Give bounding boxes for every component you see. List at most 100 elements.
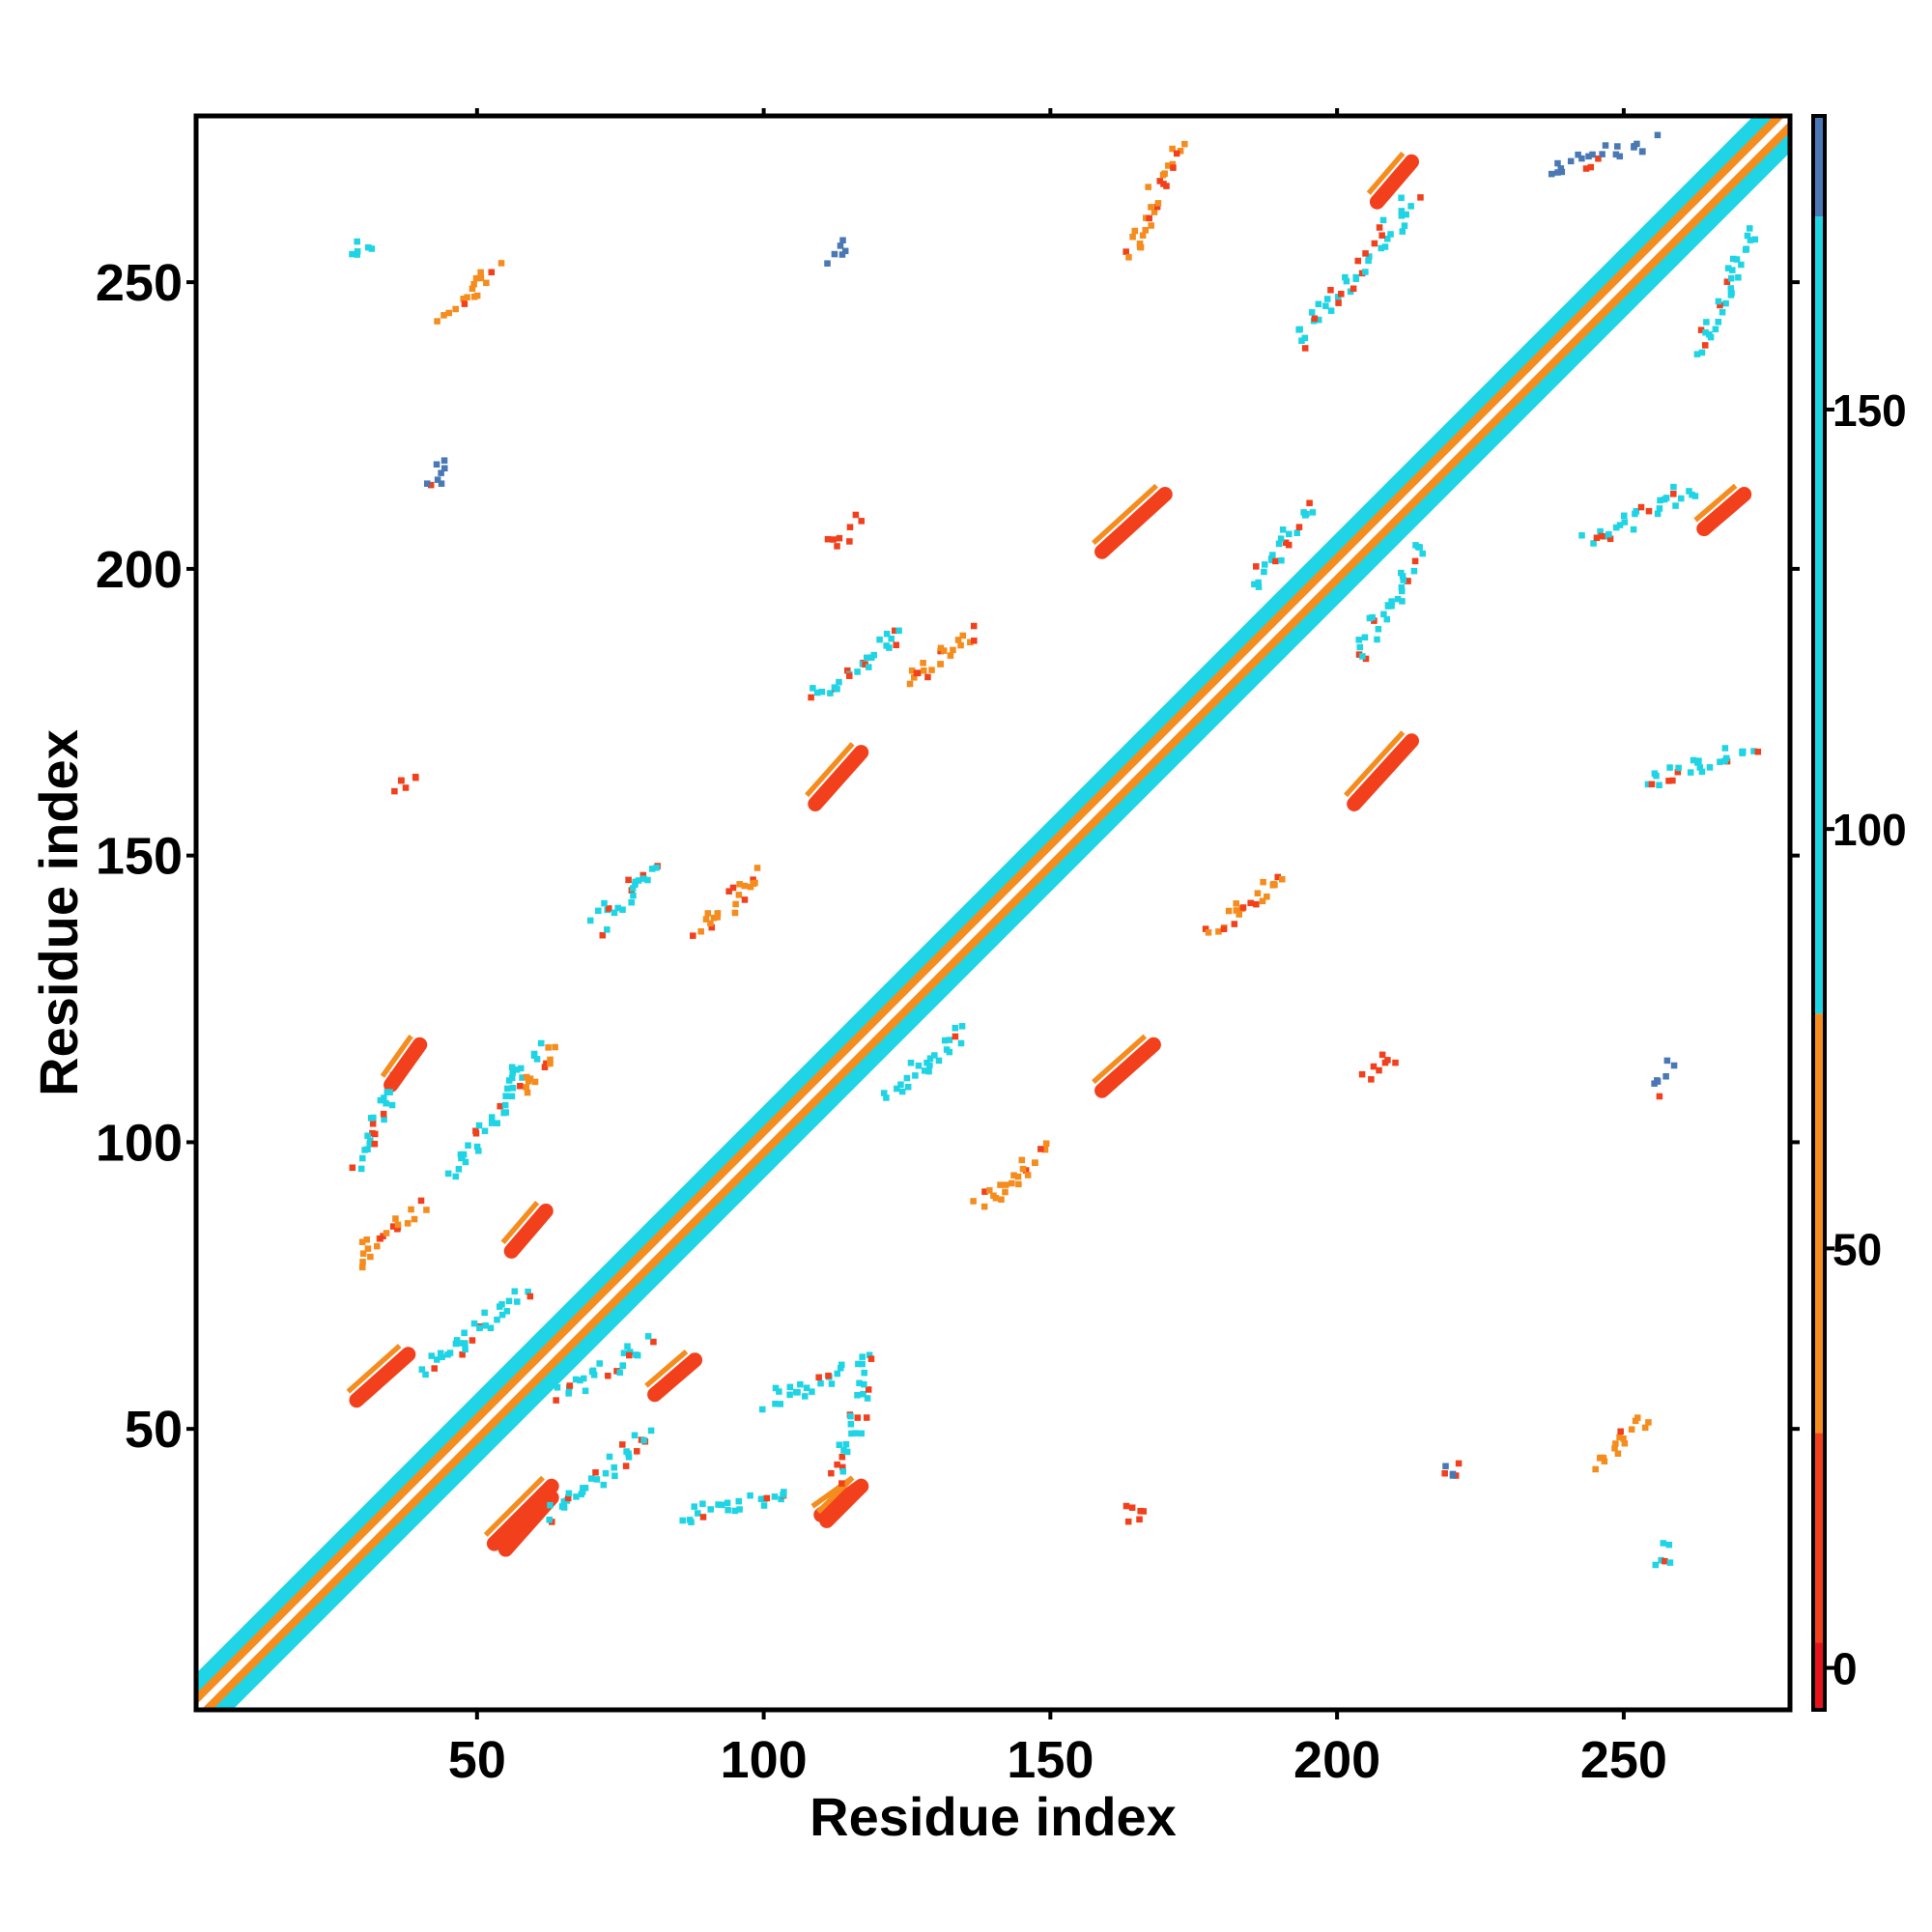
contact-cell (1578, 532, 1585, 539)
contact-cell (838, 1463, 846, 1471)
contact-cell (1146, 214, 1152, 222)
contact-cell (1398, 194, 1405, 202)
contact-cell (533, 1056, 541, 1063)
beta-contact-0 (384, 1037, 428, 1093)
contact-cell (1398, 208, 1406, 214)
contact-cell (1129, 233, 1136, 241)
contact-cell (553, 1397, 559, 1404)
contact-cell (841, 247, 849, 255)
contact-cell (611, 909, 618, 917)
contact-cell (625, 1450, 632, 1458)
contact-cell (392, 1215, 399, 1222)
contact-cell (497, 260, 505, 267)
contact-cell (537, 1039, 545, 1047)
contact-cell (1630, 526, 1637, 533)
contact-cell (1137, 243, 1145, 251)
contact-cell (1181, 140, 1188, 148)
beta-contact-edge-4 (346, 1344, 402, 1394)
contact-cell (1301, 345, 1309, 352)
contact-cell (1592, 1465, 1599, 1473)
contact-cell (998, 1196, 1005, 1203)
contact-cell (1729, 267, 1736, 273)
contact-cell (935, 1057, 943, 1065)
contact-cluster-30 (1548, 131, 1662, 178)
contact-cell (714, 910, 722, 917)
contact-cell (482, 1321, 489, 1329)
contact-cell (1665, 1541, 1673, 1548)
contact-cell (1128, 1504, 1136, 1511)
contact-cell (494, 1316, 500, 1323)
contact-cell (1342, 273, 1349, 281)
contact-cell (777, 1401, 784, 1407)
contact-cell (926, 1062, 933, 1069)
contact-cell (1417, 194, 1424, 201)
contact-cell (757, 1495, 765, 1503)
contact-cell (854, 1414, 862, 1421)
contact-cell (472, 274, 480, 282)
contact-cell (517, 1082, 524, 1090)
contact-cell (1717, 758, 1723, 765)
contact-cell (1169, 145, 1176, 153)
contact-cluster-48 (1358, 1051, 1399, 1083)
contact-cell (1366, 253, 1373, 260)
contact-cell (1399, 573, 1406, 580)
contact-cell (422, 1371, 429, 1378)
contact-cell (1298, 337, 1305, 344)
contact-cell (971, 638, 978, 644)
contact-cell (1601, 1458, 1608, 1464)
contact-cell (1315, 316, 1322, 324)
contact-cell (1260, 878, 1266, 886)
contact-cell (452, 1173, 460, 1180)
contact-cell (1666, 764, 1673, 771)
colorbar-segment (1813, 1013, 1825, 1434)
contact-cell (354, 248, 361, 255)
contact-cell (455, 1166, 463, 1173)
contact-cell (859, 1360, 866, 1368)
contact-cell (1656, 781, 1662, 789)
contact-cell (439, 1353, 445, 1361)
contact-cell (488, 1114, 496, 1121)
contact-cell (892, 627, 898, 635)
contact-cell (438, 469, 444, 476)
contact-cell (452, 305, 459, 313)
contact-cell (444, 1170, 452, 1178)
contact-cell (1698, 349, 1706, 356)
contact-cell (1145, 184, 1151, 190)
contact-cell (1612, 524, 1620, 531)
contact-cell (470, 280, 477, 288)
contact-cell (1371, 617, 1378, 624)
contact-cell (1398, 583, 1406, 591)
contact-cell (524, 1089, 531, 1096)
contact-cell (364, 1146, 371, 1153)
contact-cell (588, 1368, 596, 1376)
contact-cell (1136, 240, 1144, 247)
contact-cell (866, 1351, 873, 1358)
contact-cell (1143, 214, 1150, 221)
contact-cell (1697, 327, 1705, 333)
contact-cell (408, 1206, 414, 1213)
contact-cell (1368, 1076, 1375, 1083)
colorbar-tick-label: 150 (1833, 385, 1907, 436)
contact-cell (546, 1516, 553, 1523)
x-tick-label: 250 (1580, 1731, 1667, 1789)
contact-cell (470, 1320, 478, 1327)
contact-cell (1202, 925, 1209, 932)
contact-cell (1653, 772, 1660, 780)
contact-cell (772, 1384, 780, 1392)
contact-cell (593, 1476, 601, 1483)
contact-cell (373, 1242, 381, 1250)
y-axis-title: Residue index (28, 729, 89, 1096)
contact-cell (735, 1497, 743, 1505)
contact-cell (1233, 907, 1240, 914)
contact-cluster-29 (1122, 140, 1188, 261)
contact-cell (886, 644, 893, 651)
contact-cell (1255, 579, 1262, 586)
contact-cell (483, 279, 490, 287)
contact-cell (440, 312, 447, 319)
contact-cell (854, 1392, 861, 1399)
contact-cell (547, 1501, 554, 1509)
contact-cell (848, 1430, 855, 1437)
beta-contact-edge-11 (1344, 730, 1406, 798)
contact-cell (552, 1043, 558, 1051)
contact-cell (1139, 232, 1147, 239)
